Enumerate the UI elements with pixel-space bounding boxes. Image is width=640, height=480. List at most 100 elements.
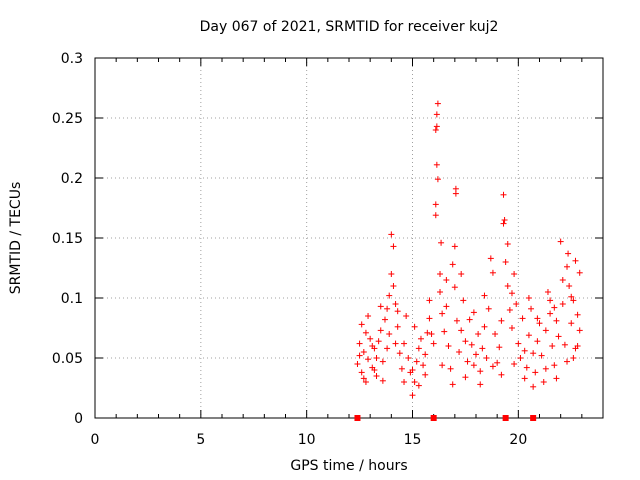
data-point <box>536 320 543 327</box>
data-point <box>521 347 528 354</box>
data-point <box>534 315 541 322</box>
data-point <box>565 250 572 257</box>
data-point <box>525 295 532 301</box>
y-axis-label: SRMTID / TECUs <box>8 182 24 295</box>
data-point <box>542 327 549 334</box>
data-point <box>576 327 583 334</box>
data-point <box>453 317 460 324</box>
data-point <box>386 292 393 299</box>
data-point <box>401 379 408 385</box>
data-point <box>568 293 575 300</box>
data-point <box>557 238 564 245</box>
data-point <box>500 220 507 227</box>
data-point <box>411 323 418 330</box>
data-point <box>572 257 579 264</box>
x-tick-label: 5 <box>196 432 205 448</box>
data-point <box>576 269 583 276</box>
data-point <box>456 349 463 355</box>
data-point <box>377 303 384 310</box>
data-point <box>502 259 509 265</box>
data-point <box>547 297 554 304</box>
data-point <box>384 305 391 312</box>
data-point <box>381 316 388 323</box>
data-point <box>475 331 482 337</box>
data-point <box>523 364 530 371</box>
data-point <box>390 283 397 289</box>
y-tick-label: 0.05 <box>52 351 83 367</box>
data-point <box>405 355 412 361</box>
data-point <box>367 335 374 342</box>
data-point <box>356 352 363 359</box>
data-point <box>365 313 372 319</box>
data-point <box>500 191 507 198</box>
data-point <box>426 315 433 322</box>
data-point <box>360 349 367 355</box>
data-point <box>479 345 486 352</box>
data-point <box>422 371 429 378</box>
data-point <box>460 297 467 304</box>
data-point <box>428 331 435 337</box>
data-point <box>384 345 391 352</box>
data-point <box>401 340 408 347</box>
data-point <box>377 327 384 334</box>
data-point <box>358 369 365 376</box>
data-point <box>443 277 450 283</box>
data-point <box>504 241 511 247</box>
data-point <box>415 345 422 352</box>
data-point <box>396 350 403 357</box>
data-point <box>506 307 513 313</box>
data-point <box>492 331 499 337</box>
data-point <box>466 316 473 323</box>
data-point <box>439 362 446 369</box>
data-point <box>394 323 401 330</box>
data-point <box>544 289 551 295</box>
data-point <box>452 185 459 192</box>
data-point <box>398 365 405 372</box>
x-axis-label: GPS time / hours <box>290 458 407 474</box>
data-point <box>360 375 367 382</box>
data-point <box>570 355 577 361</box>
data-point <box>433 123 440 130</box>
data-point <box>411 379 418 385</box>
data-point <box>494 359 501 366</box>
data-point <box>525 332 532 339</box>
data-point <box>496 344 503 351</box>
data-point <box>392 301 399 307</box>
data-point <box>487 255 494 262</box>
data-point <box>426 297 433 304</box>
data-point <box>489 269 496 276</box>
gap-marker <box>530 415 537 421</box>
data-point <box>470 309 477 316</box>
data-point <box>534 338 541 345</box>
data-point <box>473 351 479 358</box>
data-point <box>570 297 577 304</box>
data-point <box>437 271 444 277</box>
data-point <box>451 243 458 250</box>
data-point <box>375 338 382 345</box>
data-point <box>433 111 440 118</box>
data-point <box>415 382 422 389</box>
data-point <box>430 340 437 347</box>
data-point <box>483 355 490 361</box>
data-point <box>464 358 471 365</box>
data-point <box>434 100 441 107</box>
data-point <box>513 301 520 307</box>
data-point <box>432 212 439 219</box>
data-point <box>564 263 571 270</box>
data-point <box>504 283 511 289</box>
data-point <box>530 383 537 390</box>
x-tick-label: 10 <box>298 432 316 448</box>
data-point <box>462 374 469 381</box>
data-point <box>517 355 524 361</box>
x-tick-label: 20 <box>509 432 527 448</box>
data-point <box>449 381 456 388</box>
data-point <box>409 367 416 373</box>
data-point <box>449 261 456 268</box>
data-point <box>365 356 372 363</box>
data-point <box>379 377 386 384</box>
y-tick-label: 0.2 <box>61 171 83 187</box>
data-point <box>530 350 537 357</box>
data-point <box>511 271 518 277</box>
data-point <box>371 367 378 373</box>
